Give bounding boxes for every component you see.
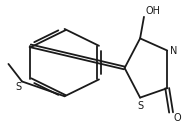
Text: OH: OH — [146, 6, 161, 16]
Text: S: S — [137, 101, 143, 111]
Text: N: N — [169, 46, 177, 55]
Text: S: S — [15, 82, 21, 92]
Text: O: O — [173, 113, 181, 123]
